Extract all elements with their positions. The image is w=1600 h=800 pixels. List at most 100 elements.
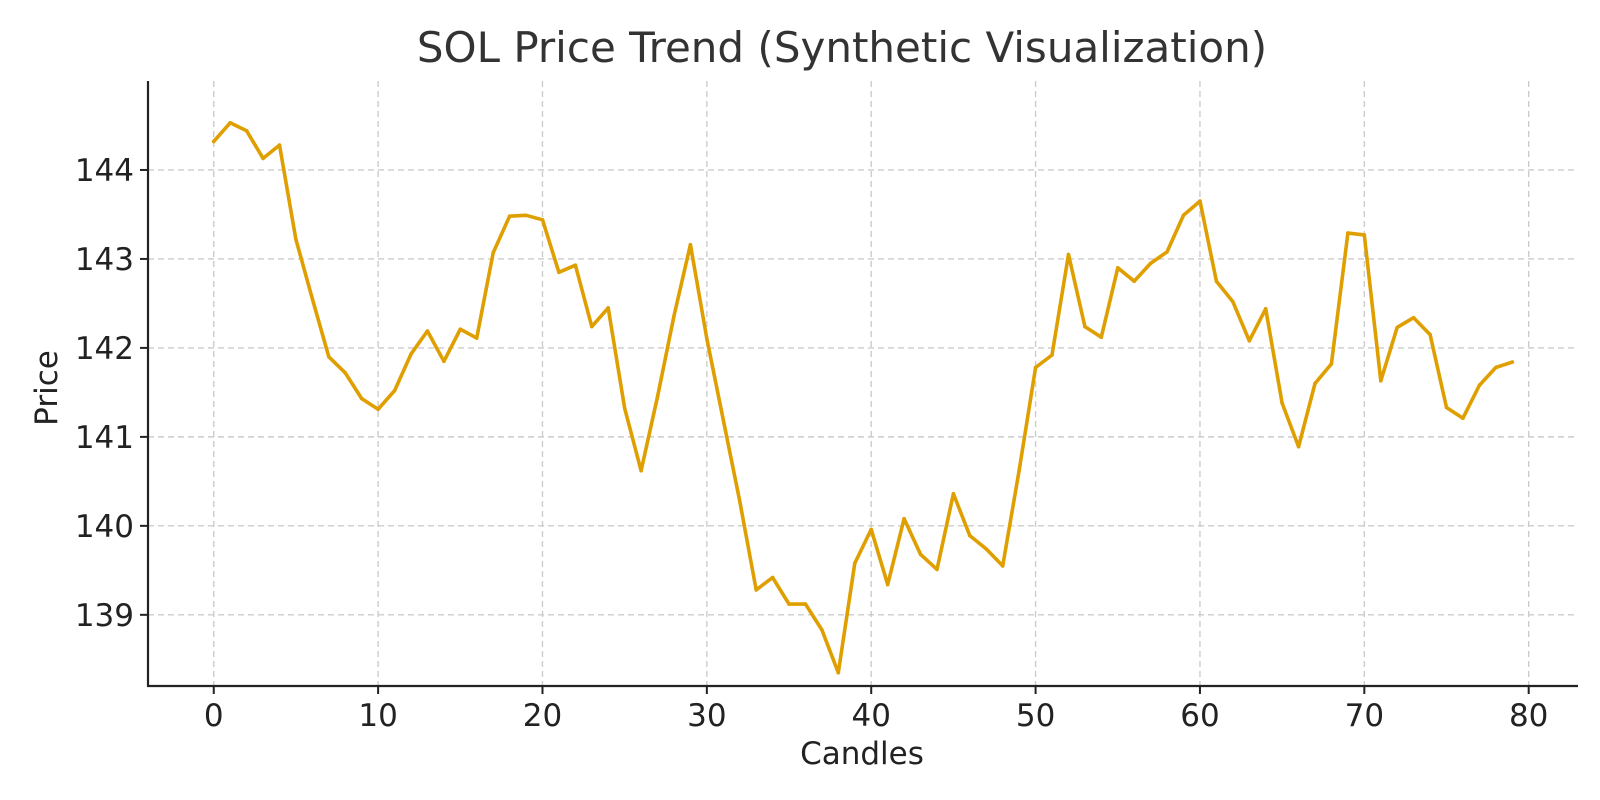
data-point — [1494, 365, 1498, 370]
data-point — [672, 314, 676, 318]
data-point — [1263, 307, 1268, 311]
data-point — [277, 143, 282, 147]
data-point — [1033, 365, 1038, 370]
data-point — [935, 567, 939, 572]
x-axis-label: Candles — [800, 736, 924, 772]
data-point — [721, 418, 726, 422]
data-point — [803, 602, 808, 606]
data-point — [1050, 353, 1054, 357]
data-point — [1461, 416, 1465, 421]
x-tick-label: 40 — [851, 698, 890, 734]
data-point — [918, 552, 923, 557]
data-point — [507, 214, 512, 218]
data-point — [474, 336, 479, 340]
series-group — [211, 121, 1515, 675]
data-point — [639, 468, 643, 473]
data-point — [1362, 233, 1367, 237]
data-point — [261, 156, 265, 161]
x-tick-label: 50 — [1016, 698, 1055, 734]
data-point — [590, 324, 594, 329]
data-point — [1214, 279, 1219, 284]
data-point — [1296, 444, 1301, 449]
data-point — [1444, 405, 1449, 410]
data-point — [1510, 360, 1515, 364]
data-point — [951, 492, 956, 496]
data-point — [425, 329, 430, 333]
y-ticks: 139 140 141 142 143 144 — [75, 153, 148, 634]
data-point — [1231, 299, 1235, 304]
data-point — [327, 355, 331, 359]
data-point — [1165, 250, 1169, 254]
data-point — [1181, 213, 1186, 218]
data-point — [491, 250, 496, 255]
data-point — [1099, 335, 1104, 340]
data-point — [211, 139, 216, 144]
data-point — [688, 242, 693, 247]
y-tick-label: 144 — [75, 153, 134, 189]
grid — [148, 81, 1578, 686]
data-point — [409, 352, 413, 356]
data-point — [1428, 332, 1432, 337]
data-point — [1477, 383, 1482, 388]
data-point — [557, 270, 561, 275]
data-point — [343, 371, 348, 375]
y-tick-label: 142 — [75, 331, 134, 367]
data-point — [376, 407, 380, 412]
data-point — [1083, 324, 1087, 329]
data-point — [737, 499, 742, 503]
data-point — [244, 129, 249, 133]
data-point — [1280, 401, 1284, 405]
data-point — [853, 561, 857, 565]
data-point — [787, 602, 791, 606]
data-point — [228, 121, 232, 125]
x-tick-label: 20 — [523, 698, 562, 734]
chart-title: SOL Price Trend (Synthetic Visualization… — [417, 23, 1267, 72]
data-point — [984, 547, 989, 551]
x-tick-label: 0 — [204, 698, 224, 734]
x-tick-label: 10 — [358, 698, 397, 734]
data-point — [540, 218, 545, 222]
data-point — [1198, 199, 1202, 203]
data-point — [392, 388, 397, 393]
x-tick-label: 70 — [1345, 698, 1384, 734]
x-ticks: 0 10 20 30 40 50 60 70 80 — [204, 686, 1548, 734]
y-tick-label: 140 — [75, 509, 134, 545]
axes — [146, 81, 1578, 688]
data-point — [1132, 279, 1136, 284]
data-point — [902, 516, 906, 521]
data-point — [442, 359, 446, 364]
data-point — [869, 527, 873, 532]
data-point — [655, 395, 660, 399]
data-point — [1247, 339, 1252, 343]
data-point — [606, 306, 610, 310]
data-point — [359, 396, 364, 401]
data-point — [1379, 379, 1383, 383]
y-tick-label: 139 — [75, 598, 134, 634]
data-point — [754, 588, 758, 592]
data-point — [1313, 381, 1317, 386]
data-point — [524, 213, 528, 218]
price-series-line — [211, 121, 1515, 675]
data-point — [1066, 252, 1071, 257]
data-point — [1411, 315, 1416, 320]
x-tick-label: 60 — [1180, 698, 1219, 734]
data-point — [1346, 231, 1350, 235]
data-point — [1017, 468, 1021, 473]
data-point — [1395, 325, 1399, 330]
data-point — [968, 533, 972, 538]
data-point — [705, 337, 709, 341]
data-point — [1116, 266, 1120, 270]
data-point — [294, 237, 298, 242]
data-point — [1000, 564, 1005, 568]
data-point — [622, 406, 627, 411]
x-tick-label: 80 — [1509, 698, 1548, 734]
y-tick-label: 143 — [75, 242, 134, 278]
y-axis-label: Price — [29, 350, 65, 426]
data-point — [885, 582, 890, 587]
data-point — [1329, 362, 1334, 366]
data-point — [573, 263, 578, 268]
data-point — [310, 297, 315, 301]
data-point — [770, 575, 775, 580]
data-point — [458, 327, 463, 332]
